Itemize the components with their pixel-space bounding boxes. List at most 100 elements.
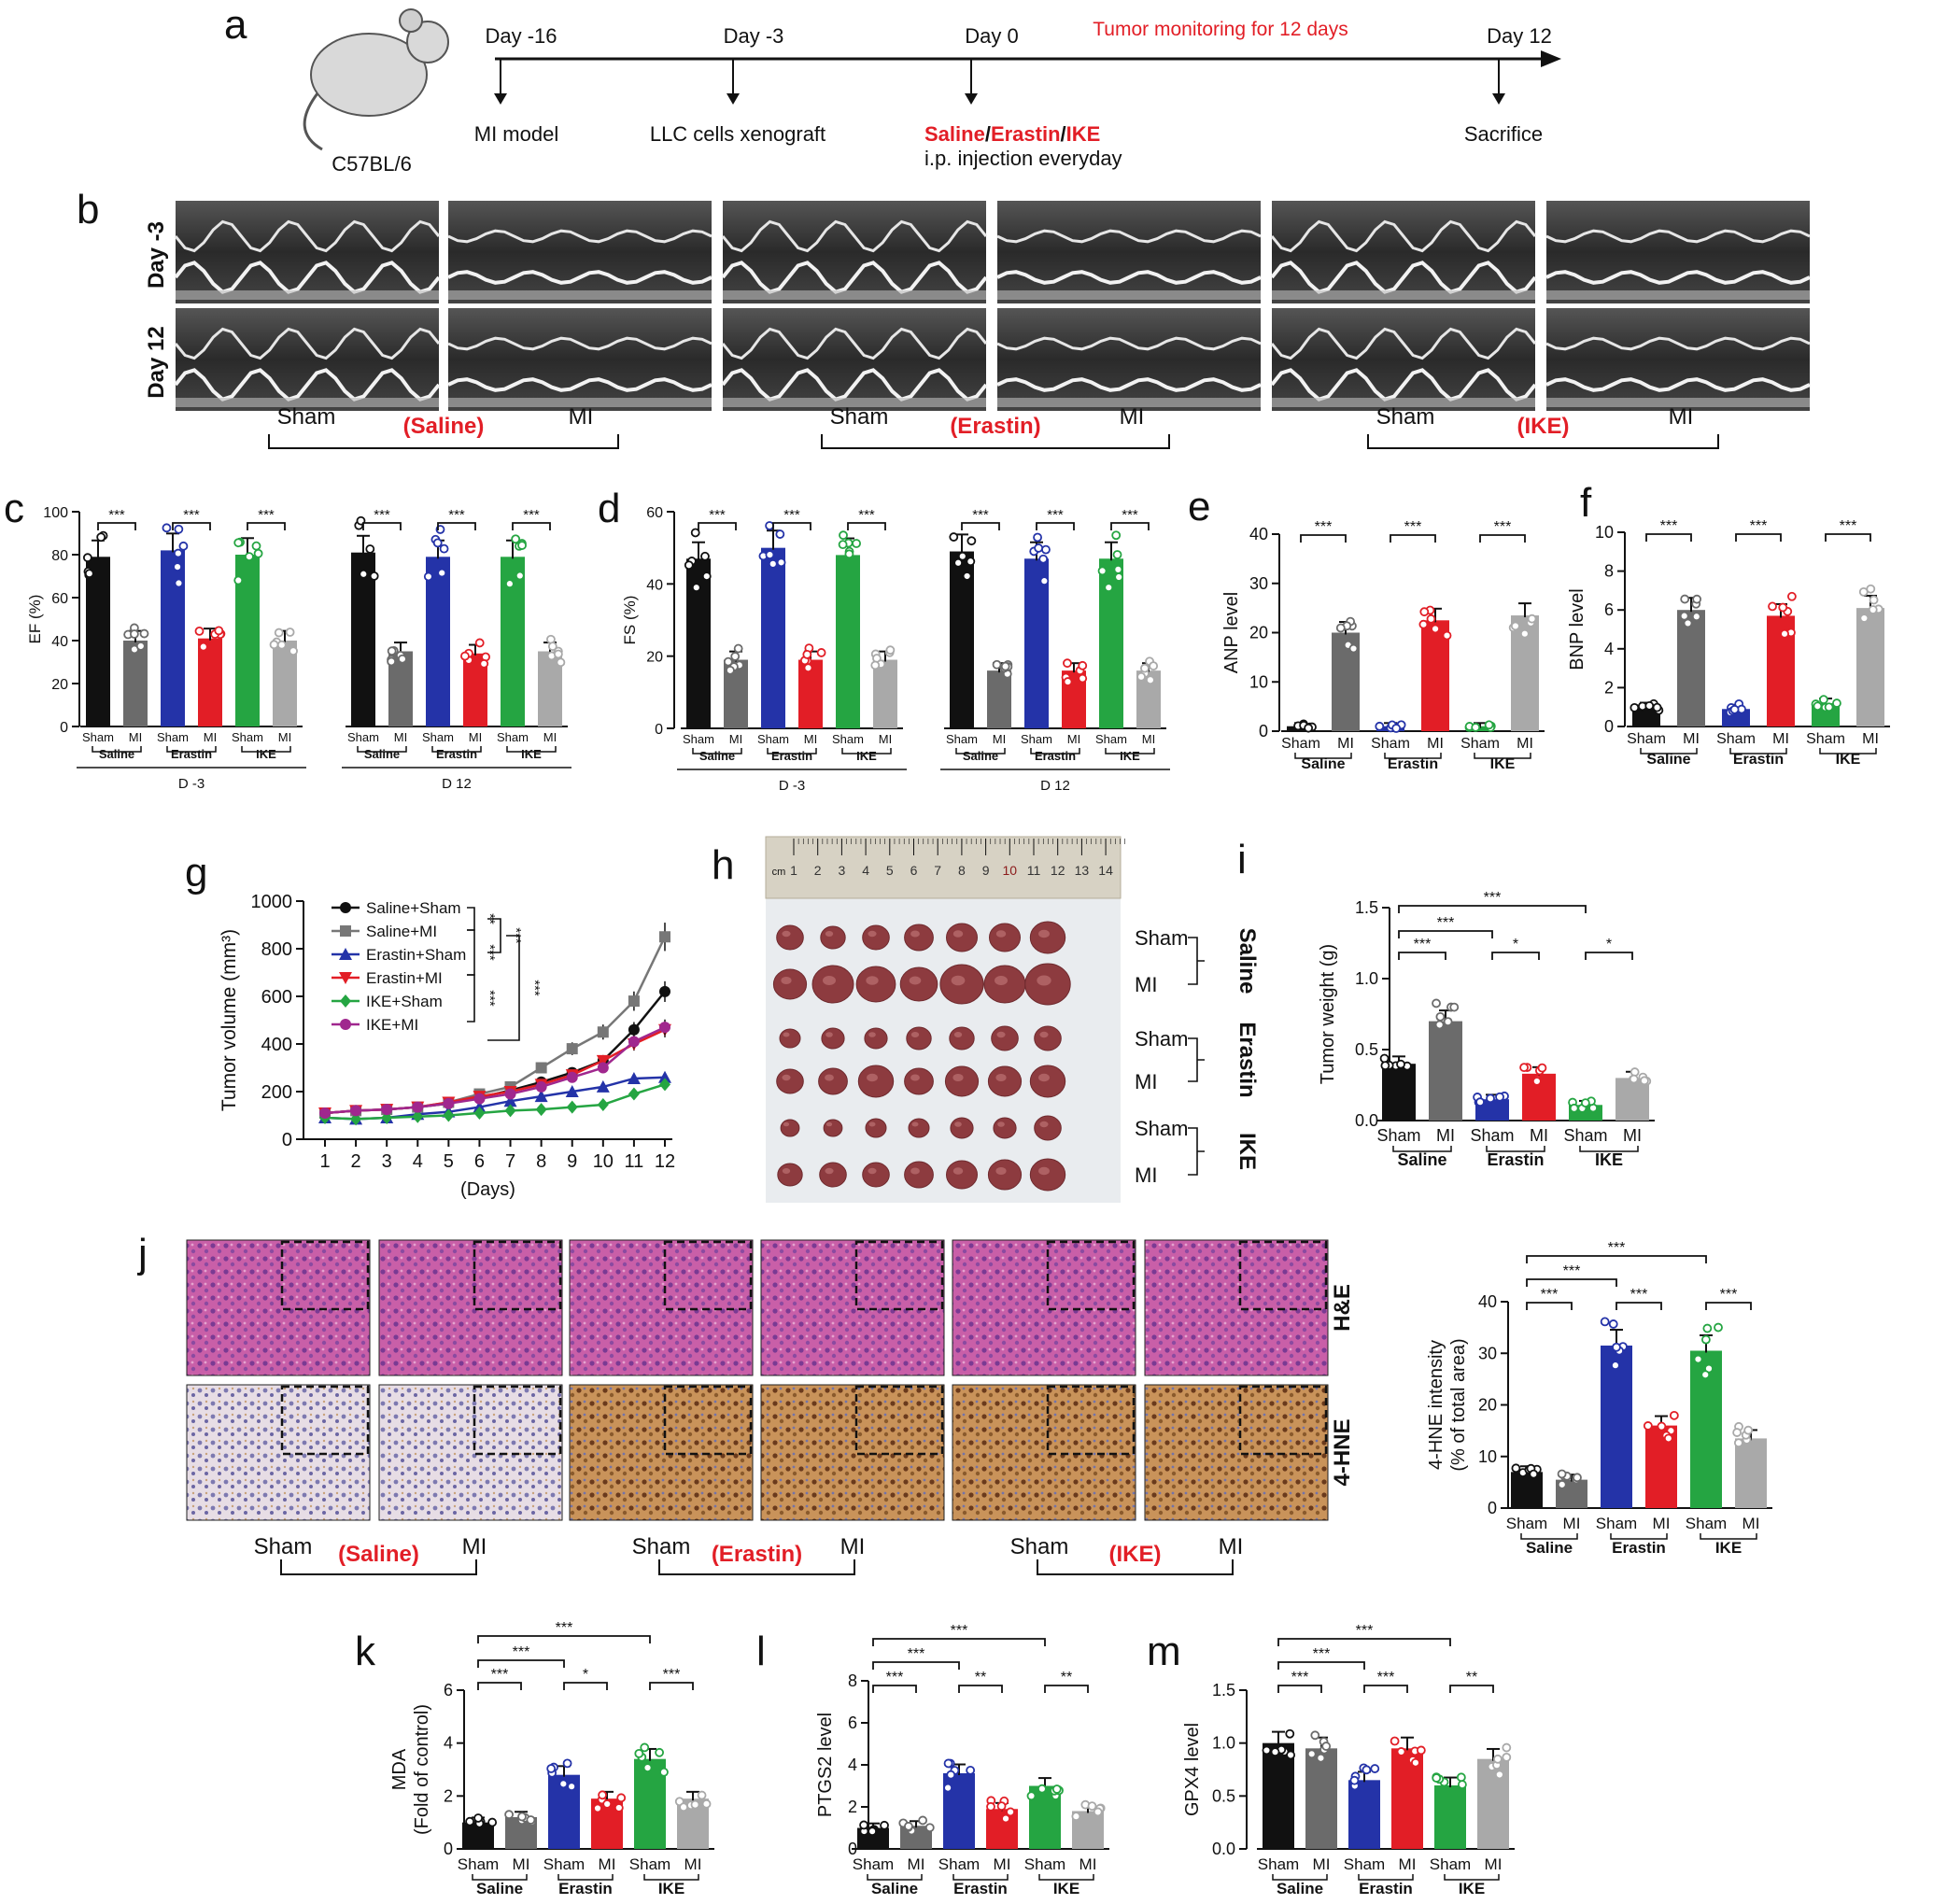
data-point [1431,624,1440,634]
echo-bg [997,201,1261,303]
data-point [924,1823,935,1833]
inset-box [280,1385,370,1456]
data-point [546,1764,557,1773]
group-bracket [1579,1146,1639,1152]
tumor-highlight [782,1074,791,1081]
x-group-label: Saline [1646,752,1690,768]
echo-group-label: (Saline) [403,414,485,439]
data-point [1832,698,1841,708]
bar [1477,1758,1509,1849]
sig-bracket [467,974,475,1023]
data-point [1743,1425,1754,1435]
echo-wall-top [1270,219,1537,253]
echo-row-label: Day 12 [144,326,169,398]
x-tick-label: Sham [1460,736,1500,752]
y-tick-label: 6 [1604,600,1614,619]
echo-image [1545,201,1811,303]
data-point [1869,595,1879,605]
y-tick-label: 20 [51,677,68,693]
x-tick-label: Sham [422,730,454,744]
tumor-highlight [1038,929,1050,938]
y-tick-label: 6 [848,1714,857,1732]
legend-label: Erastin+Sham [366,946,466,964]
group-bracket [357,746,407,753]
tumor [908,1118,930,1138]
sig-stars: *** [1122,507,1138,523]
x-group-label: Saline [699,749,735,763]
data-point [1034,543,1044,553]
tumor-highlight [910,930,920,938]
data-point [178,541,189,551]
x-tick-label: Sham [938,1855,980,1873]
sig-bracket [1390,534,1436,543]
echo-image [1270,308,1537,411]
echo-band [176,290,439,300]
data-point [1113,564,1123,574]
data-point [1580,1098,1590,1107]
tumor [949,1026,975,1051]
group-bracket [1358,1874,1414,1881]
data-point [701,571,712,582]
tumor [904,924,934,952]
y-tick-label: 400 [261,1035,292,1055]
x-tick-label: Sham [1563,1126,1607,1145]
tumor-highlight [909,976,922,985]
data-point [359,569,369,579]
data-point [1304,723,1314,733]
x-group-label: Saline [1277,1880,1323,1897]
bar [1305,1748,1337,1849]
group-bracket [1444,1874,1500,1881]
tumor-highlight [825,931,834,937]
histology-mi-label: MI [462,1534,487,1559]
tumor [821,1027,845,1050]
bar-chart-k: 0 2 4 6 MDA (Fold of control) Sham MI Sham MI Sham… [389,1620,714,1897]
monitoring-label: Tumor monitoring for 12 days [1093,19,1348,40]
data-point [1136,671,1147,682]
tumor-highlight [1038,1166,1050,1176]
series-marker [628,1036,640,1048]
y-tick-label: 600 [261,987,292,1008]
y-axis-label: Tumor weight (g) [1318,944,1338,1084]
y-axis-label: 4-HNE intensity [1426,1340,1446,1470]
data-point [1693,1354,1703,1364]
data-point [517,1812,527,1822]
legend-label: IKE+Sham [366,993,443,1010]
echo-image [447,308,713,411]
panel-label-e: e [1188,484,1211,529]
histology-sham-label: Sham [254,1534,313,1559]
data-point [859,1820,868,1830]
data-point [1434,1020,1445,1030]
data-point [173,548,183,558]
echo-bg [176,201,439,303]
histology-image [569,1384,754,1521]
data-point [803,663,813,673]
echo-bg [723,308,986,411]
y-tick-label: 60 [51,591,68,607]
y-tick-label: 200 [261,1082,292,1103]
series-marker [503,1094,517,1107]
x-tick-label: MI [1142,732,1155,746]
sig-bracket [847,522,886,530]
tumor-highlight [825,1167,834,1175]
x-group-label: IKE [856,749,877,763]
x-tick-label: Sham [1095,732,1127,746]
echo-band [723,290,986,300]
data-point [679,1802,688,1812]
histology-group-label: (IKE) [1109,1542,1162,1567]
series-marker [659,931,670,943]
data-point [365,544,375,554]
data-point [84,569,94,579]
tumor-highlight [995,1074,1007,1081]
data-point [904,1821,913,1831]
tumor-row-label: MI [1135,1164,1157,1187]
tumor-group-label: Erastin [1235,1022,1260,1097]
data-point [1443,1017,1453,1027]
x-group-label: Erastin [1733,752,1784,768]
data-point [1471,723,1481,732]
tumor-highlight [781,977,792,984]
bar [873,659,897,728]
data-point [1644,700,1655,711]
series-marker [659,1078,670,1092]
histology-image [1144,1239,1329,1376]
